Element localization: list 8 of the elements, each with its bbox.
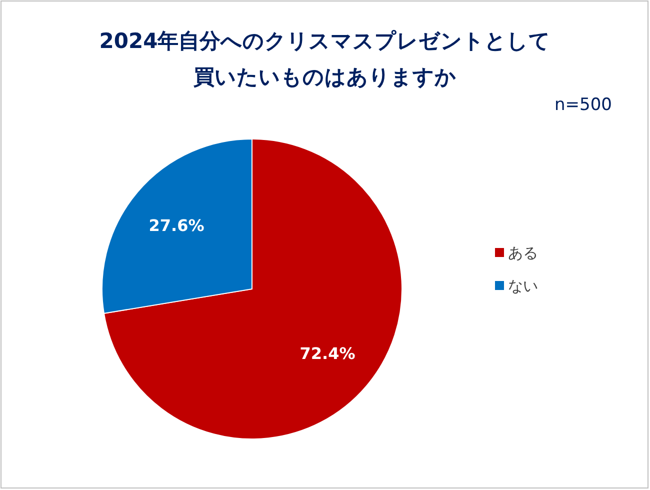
legend-label: ある (508, 244, 538, 262)
pie-slice (103, 138, 402, 440)
data-label: 27.6% (148, 216, 204, 235)
text: n=500 (554, 95, 612, 115)
legend-label: ない (508, 277, 538, 295)
data-label: 72.4% (300, 344, 356, 364)
chart-subtitle: 買いたいものはありますか (192, 65, 456, 89)
chart-title: 2024年自分へのクリスマスプレゼントとして (99, 29, 551, 53)
